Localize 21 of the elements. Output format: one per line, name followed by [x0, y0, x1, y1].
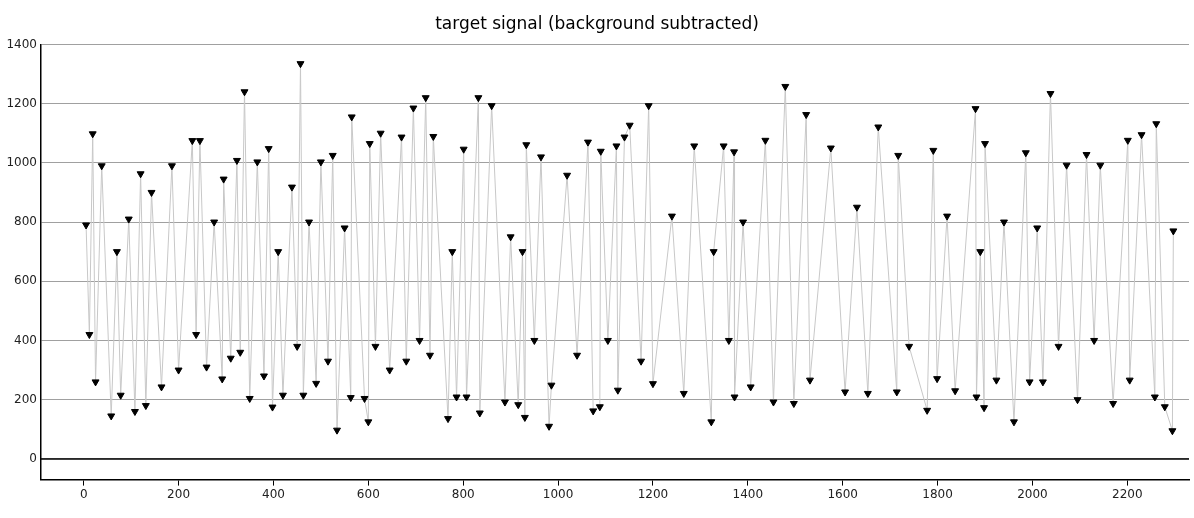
x-tick-label: 1600	[827, 486, 858, 501]
y-tick-label: 200	[14, 391, 37, 406]
x-tick-label: 2200	[1112, 486, 1143, 501]
x-tick-label: 0	[79, 486, 88, 501]
y-tick-label: 0	[29, 451, 37, 465]
chart-title: target signal (background subtracted)	[435, 12, 759, 33]
y-tick-label: 1200	[6, 95, 37, 110]
x-tick-label: 1800	[922, 486, 953, 501]
y-tick-label: 600	[14, 273, 37, 288]
x-tick-label: 1400	[732, 486, 764, 501]
y-tick-label: 1400	[6, 36, 37, 51]
y-tick-label: 400	[14, 332, 37, 347]
x-tick-label: 600	[356, 486, 380, 501]
x-tick-label: 1200	[637, 486, 669, 501]
x-tick-label: 400	[261, 486, 285, 501]
x-tick-label: 2000	[1017, 486, 1048, 501]
x-tick-label: 1000	[542, 486, 574, 501]
y-tick-label: 800	[14, 214, 37, 229]
y-tick-label: 1000	[6, 154, 37, 169]
x-tick-label: 200	[167, 486, 191, 501]
x-tick-label: 800	[451, 486, 475, 501]
